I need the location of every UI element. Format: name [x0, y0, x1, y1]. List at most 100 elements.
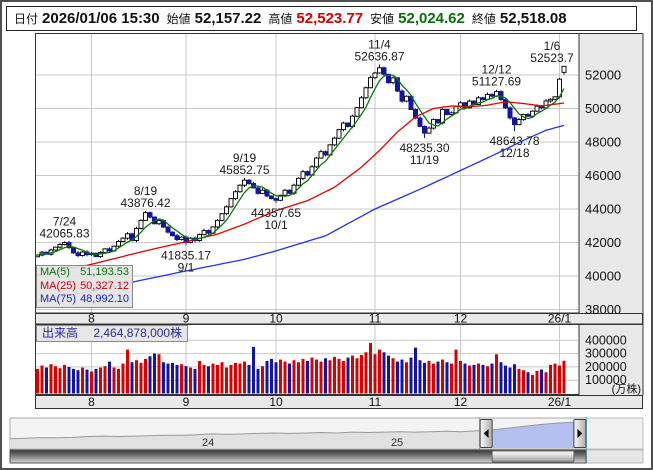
volume-bar — [157, 354, 161, 394]
volume-label-text: 出来高 — [42, 326, 79, 340]
volume-bar — [454, 349, 458, 394]
low-value: 52,024.62 — [398, 10, 465, 27]
volume-bar — [243, 361, 246, 394]
volume-bar — [121, 363, 125, 394]
svg-text:41835.17: 41835.17 — [161, 248, 211, 262]
volume-bar — [297, 362, 300, 394]
open-label: 始値 — [166, 12, 191, 26]
candle — [336, 129, 342, 139]
candle — [71, 247, 76, 254]
candle — [237, 184, 243, 193]
candle — [377, 67, 382, 74]
candle — [165, 226, 171, 233]
volume-bar — [144, 358, 147, 394]
volume-bar — [261, 366, 264, 394]
low-label: 安値 — [370, 12, 395, 26]
scrollbar-thumb[interactable] — [491, 450, 575, 463]
scrollbar-track[interactable] — [9, 449, 587, 464]
svg-text:45852.75: 45852.75 — [219, 163, 269, 177]
volume-bar — [337, 358, 341, 394]
volume-bar — [238, 363, 242, 394]
volume-value: 2,464,878,000株 — [93, 326, 183, 340]
navigator-selected-area — [492, 422, 574, 448]
ma5-line — [37, 74, 565, 256]
candle — [530, 110, 535, 117]
candle — [359, 97, 364, 109]
volume-bar — [207, 366, 210, 394]
svg-text:10: 10 — [269, 395, 283, 409]
candle — [156, 220, 162, 225]
candle — [255, 187, 261, 194]
volume-bar — [189, 367, 192, 394]
candle — [534, 105, 540, 112]
volume-bar — [355, 358, 359, 394]
volume-bar — [54, 366, 57, 394]
volume-bar — [184, 366, 188, 394]
volume-bar — [135, 360, 138, 394]
volume-bar — [463, 363, 467, 394]
volume-bar — [445, 362, 449, 394]
candle — [143, 212, 148, 221]
svg-text:42000: 42000 — [585, 235, 621, 250]
svg-text:44357.65: 44357.65 — [251, 206, 301, 220]
candle — [368, 77, 373, 89]
candle — [512, 117, 517, 126]
svg-text:42065.83: 42065.83 — [39, 226, 89, 240]
svg-text:43876.42: 43876.42 — [120, 196, 170, 210]
volume-bar — [495, 354, 498, 394]
volume-bar — [175, 364, 179, 394]
svg-text:26/1: 26/1 — [548, 395, 572, 409]
nav-left-handle[interactable] — [479, 419, 493, 448]
candle — [273, 198, 279, 201]
volume-bar — [562, 360, 566, 394]
volume-bar — [400, 359, 404, 394]
volume-bar — [94, 368, 98, 394]
open-value: 52,157.22 — [194, 10, 262, 27]
candle — [147, 212, 153, 218]
candle — [516, 119, 522, 126]
svg-text:12/18: 12/18 — [499, 146, 529, 160]
candle — [345, 122, 351, 127]
volume-bar — [58, 368, 62, 394]
svg-text:300000: 300000 — [585, 347, 627, 361]
nav-right-handle[interactable] — [573, 419, 587, 448]
candle — [246, 179, 252, 185]
candle — [278, 194, 283, 201]
volume-bar — [234, 362, 237, 394]
svg-text:7/24: 7/24 — [53, 214, 77, 228]
ma75-row: MA(75) 48,992.10 — [37, 293, 132, 307]
plot-borders — [35, 33, 644, 409]
svg-text:10: 10 — [269, 312, 283, 326]
volume-bar — [193, 368, 197, 394]
volume-bar — [274, 362, 278, 394]
svg-text:52523.7: 52523.7 — [530, 51, 574, 65]
ohlc-header: 日付 2026/01/06 15:30 始値 52,157.22 高値 52,5… — [6, 6, 637, 31]
candle — [390, 77, 396, 84]
candle — [422, 125, 427, 134]
svg-text:9: 9 — [183, 395, 190, 409]
svg-text:10/1: 10/1 — [264, 218, 288, 232]
volume-bar — [549, 364, 552, 394]
candle — [62, 242, 67, 246]
candle — [215, 219, 220, 228]
volume-bar — [315, 359, 318, 394]
volume-bar — [526, 372, 530, 394]
svg-text:24: 24 — [202, 437, 214, 449]
candle — [354, 107, 360, 117]
volume-bar — [67, 366, 71, 394]
candle — [444, 109, 450, 116]
candle — [489, 93, 495, 97]
svg-text:11: 11 — [369, 312, 382, 326]
svg-text:40000: 40000 — [585, 269, 621, 284]
volume-bar — [49, 364, 53, 394]
volume-bar — [283, 361, 287, 394]
candle — [206, 230, 211, 234]
volume-bar — [166, 363, 170, 394]
candle — [458, 102, 463, 107]
navigator[interactable]: 24 25 — [9, 417, 644, 464]
volume-bar — [531, 374, 534, 394]
volume-bar — [504, 365, 507, 394]
ma75-label: MA(75) — [40, 293, 77, 305]
candle — [228, 198, 234, 208]
